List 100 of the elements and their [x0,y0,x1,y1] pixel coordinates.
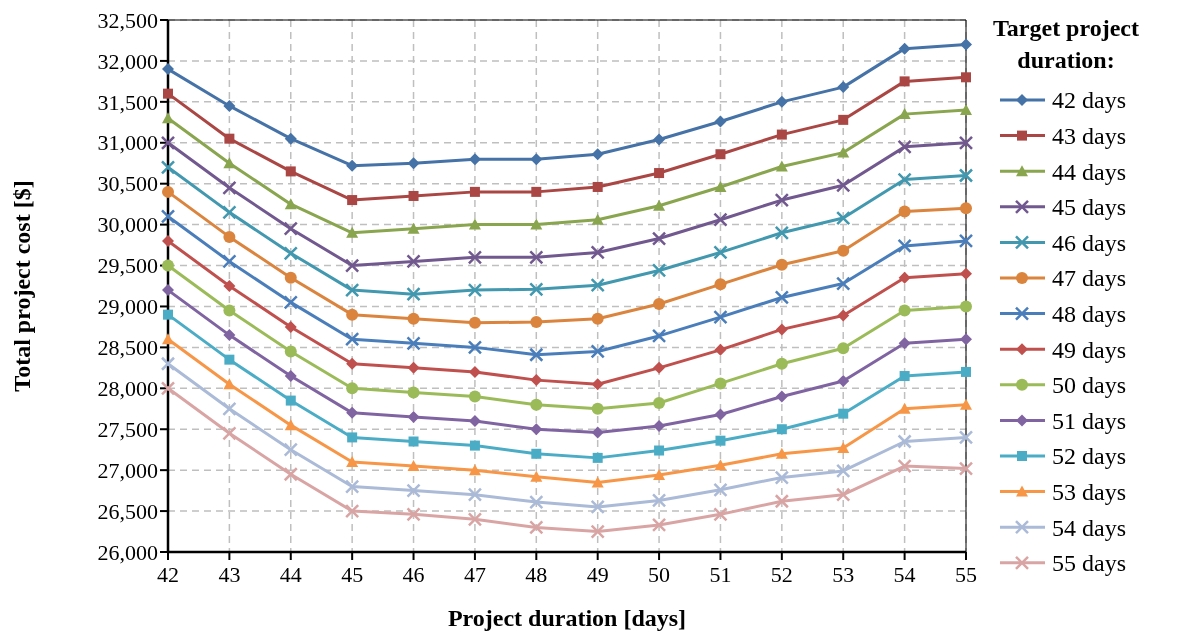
point [468,390,481,403]
point [407,386,420,399]
point [284,132,297,145]
point [406,507,421,522]
point [837,81,850,94]
point [958,430,974,445]
point [837,374,850,387]
point [344,479,360,494]
point [592,181,603,192]
point [285,166,296,177]
point [467,340,483,355]
point [776,129,787,140]
y-tick-label: 32,000 [97,48,158,74]
point [162,333,174,345]
x-tick-label: 42 [157,562,179,587]
point [838,114,849,125]
point [160,209,176,224]
point [284,419,297,431]
y-tick-label: 30,500 [97,171,158,197]
y-tick-label: 31,500 [97,89,158,115]
point [406,286,421,302]
point [530,470,543,482]
point [899,371,910,382]
point [406,336,421,351]
point [653,469,666,481]
point [467,512,483,527]
point [653,397,666,410]
point [406,254,421,269]
point [835,210,851,226]
x-tick-label: 50 [648,562,671,587]
legend-label: 43 days [1052,123,1126,149]
x-axis-title: Project duration [days] [447,605,687,631]
point [961,366,971,377]
point [897,238,912,254]
legend-label: 42 days [1052,87,1126,114]
point [961,72,971,83]
point [467,250,483,265]
point [713,309,728,325]
point [590,245,605,260]
point [283,442,299,457]
point [713,212,728,227]
point [898,271,911,284]
point [530,374,543,387]
point [531,186,542,197]
x-tick-label: 44 [279,562,302,587]
legend-label: 50 days [1052,372,1126,399]
point [960,38,972,51]
legend-title: Target project duration: [993,15,1139,73]
point [775,390,788,403]
point [714,278,727,291]
point [530,398,543,411]
point [529,347,544,362]
point [775,95,788,108]
legend-label: 48 days [1052,301,1126,327]
point [714,180,727,192]
y-axis-title: Total project cost [$] [9,180,35,392]
point [162,284,174,297]
y-tick-label: 28,500 [97,335,158,361]
point [469,186,480,197]
point [898,42,911,55]
point [408,190,419,201]
point [591,426,604,439]
point [530,316,543,329]
y-tick-label: 26,500 [97,498,158,524]
point [651,493,667,508]
legend-label: 49 days [1052,336,1126,363]
point [958,168,974,183]
point [837,442,850,454]
legend-label: 47 days [1052,265,1126,292]
point [222,254,237,269]
point [407,312,420,325]
point [653,133,666,146]
point [163,88,173,99]
point [653,199,666,211]
legend-label: 54 days [1052,514,1126,541]
point [408,436,419,447]
point [898,337,911,350]
legend-label: 55 days [1052,550,1126,577]
point [898,304,911,317]
point [468,464,481,476]
point [835,178,851,193]
point [960,104,972,116]
point [160,356,176,371]
point [223,99,236,112]
point [531,448,542,459]
point [344,503,360,519]
point [897,139,912,155]
point [223,304,236,317]
point [467,487,483,502]
point [714,408,727,421]
point [775,323,788,336]
point [714,115,727,128]
point [222,180,237,196]
point [960,398,972,410]
point [714,343,727,356]
y-tick-label: 31,000 [97,130,158,156]
point [835,276,851,291]
legend-label: 53 days [1052,479,1126,505]
point [162,259,174,272]
point [344,331,360,347]
